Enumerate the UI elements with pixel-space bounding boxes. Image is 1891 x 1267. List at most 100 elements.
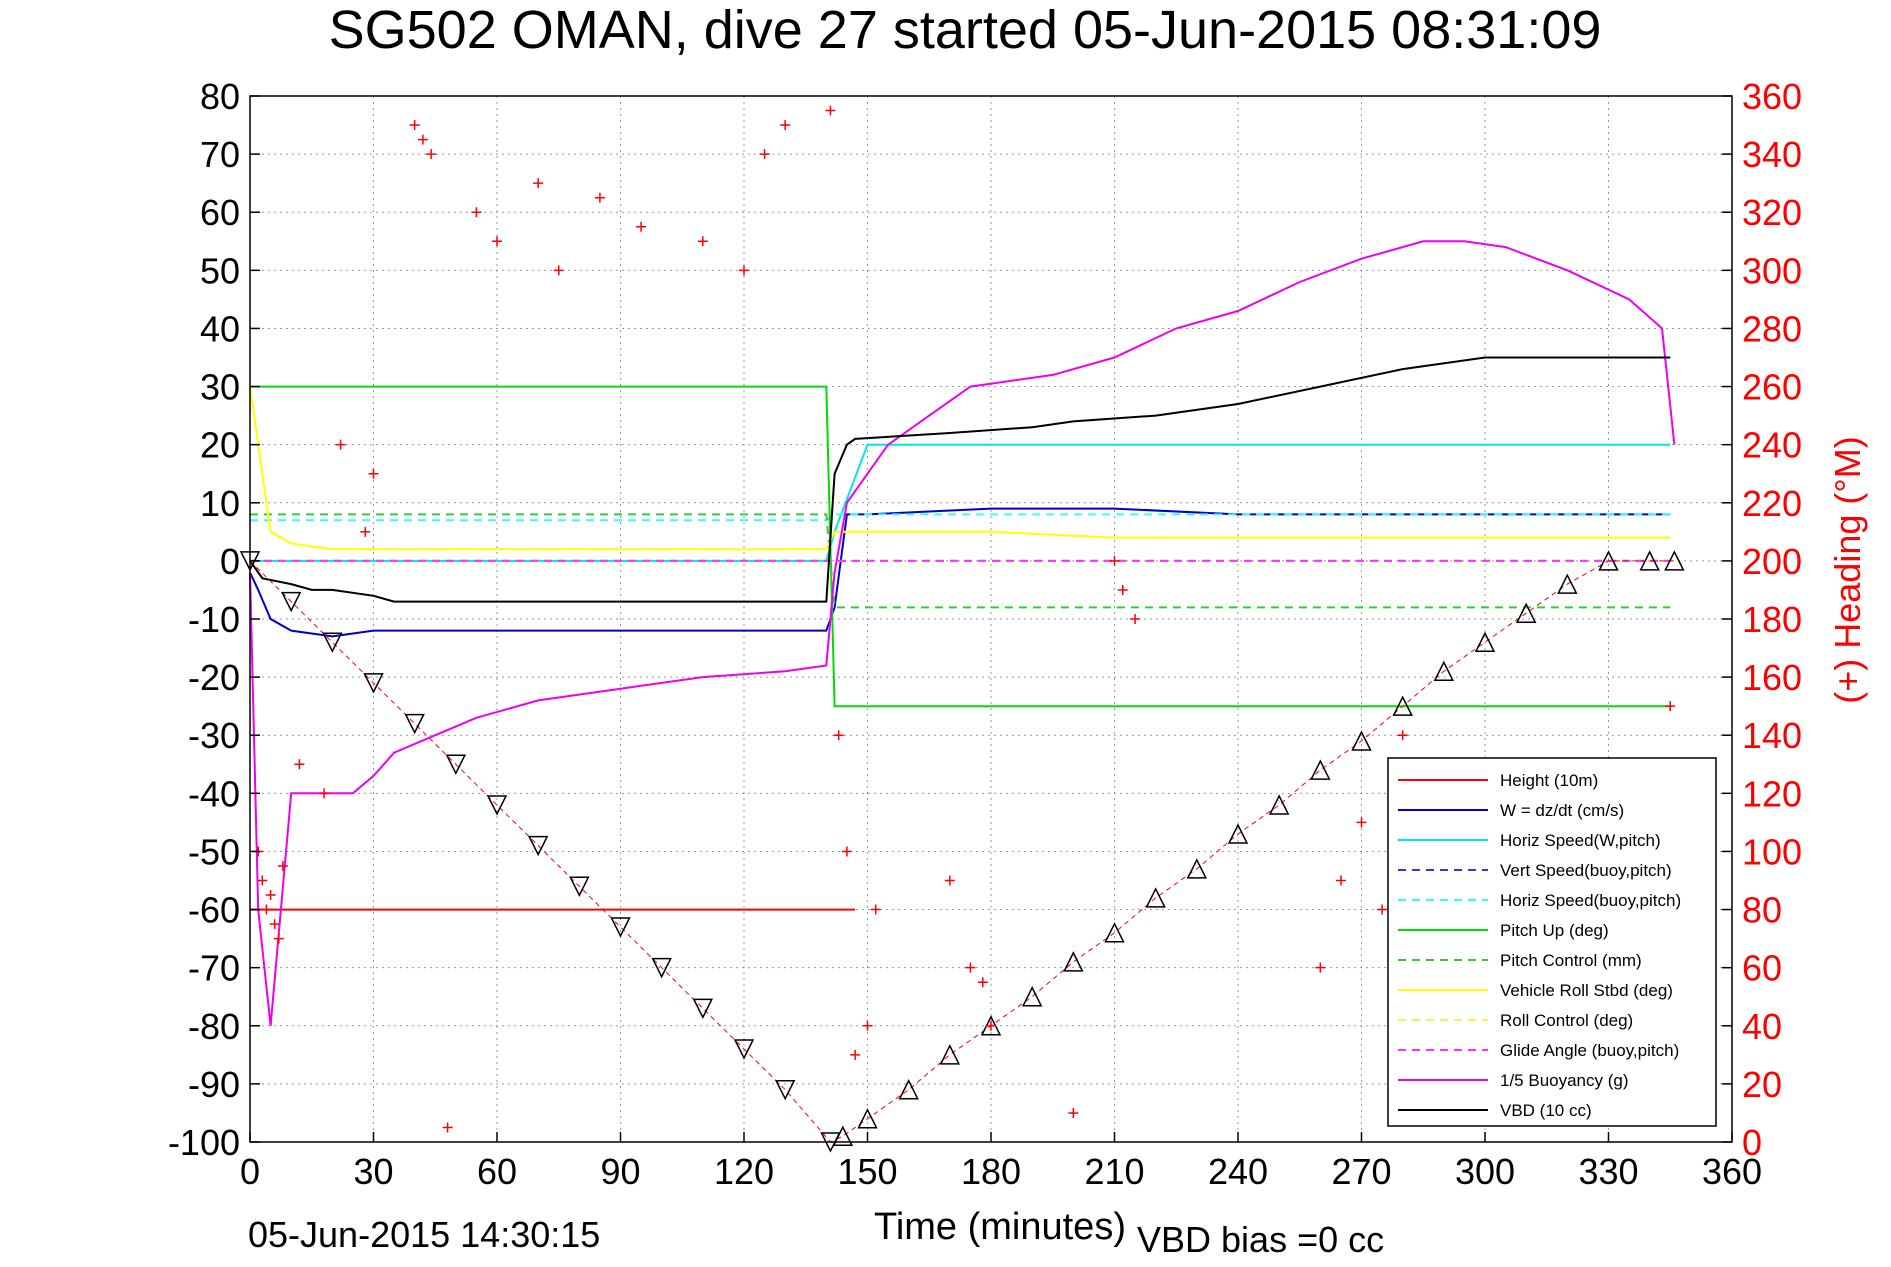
x-axis-label: Time (minutes) [874,1206,1126,1248]
legend-label: Pitch Up (deg) [1500,921,1609,940]
heading-point [442,1122,453,1133]
depth-marker [1557,573,1578,594]
depth-marker [1145,887,1166,908]
depth-marker [1433,660,1455,682]
y-tick-label: 20 [200,425,240,466]
x-tick-label: 120 [714,1151,774,1192]
y-right-tick-label: 180 [1742,599,1802,640]
y-right-tick-label: 320 [1742,192,1802,233]
heading-point [1356,817,1367,828]
legend-label: Vert Speed(buoy,pitch) [1500,861,1672,880]
depth-marker [1310,759,1331,780]
depth-trace [249,560,1675,1143]
legend: Height (10m) W = dz/dt (cm/s) Horiz Speed(… [1387,757,1717,1127]
heading-point [368,468,379,479]
heading-point [780,120,791,131]
y-right-tick-label: 220 [1742,483,1802,524]
y-right-tick-label: 100 [1742,831,1802,872]
heading-point [833,730,844,741]
x-tick-label: 180 [961,1151,1021,1192]
heading-point [594,192,605,203]
x-tick-label: 30 [353,1151,393,1192]
x-tick-label: 360 [1702,1151,1762,1192]
y-tick-label: -60 [188,890,240,931]
y-tick-label: -10 [188,599,240,640]
y-right-tick-label: 200 [1742,541,1802,582]
depth-marker [1664,550,1685,571]
x-tick-label: 330 [1578,1151,1638,1192]
depth-marker [1515,602,1537,623]
legend-label: Height (10m) [1500,771,1598,790]
heading-point [319,788,330,799]
heading-point [636,221,647,232]
legend-label: Horiz Speed(W,pitch) [1500,831,1661,850]
depth-marker [1227,823,1249,844]
heading-point [1109,555,1120,566]
depth-marker [610,917,631,938]
depth-marker [1474,631,1496,652]
y-right-tick-label: 280 [1742,308,1802,349]
depth-marker [1598,550,1619,571]
y-tick-label: -80 [188,1006,240,1047]
series-line-1 [249,507,1671,638]
heading-point [492,236,502,247]
y-tick-label: 40 [200,308,240,349]
depth-marker [404,713,425,735]
y-tick-label: -90 [188,1064,240,1105]
depth-marker [651,957,672,979]
y-tick-label: -40 [188,773,240,814]
depth-marker [1392,695,1413,716]
y-tick-label: -30 [188,715,240,756]
x-tick-label: 90 [600,1151,640,1192]
y-tick-label: -100 [168,1122,240,1163]
depth-marker [1268,794,1290,815]
heading-point [850,1049,861,1060]
depth-marker [527,835,549,857]
heading-point [471,207,482,218]
y-tick-label: 10 [200,483,240,524]
heading-point [417,134,428,145]
heading-point [1397,730,1408,741]
legend-label: Roll Control (deg) [1500,1011,1633,1030]
heading-point [986,1020,996,1031]
heading-point [1335,875,1346,886]
heading-point [277,860,288,871]
y-right-tick-label: 80 [1742,890,1782,931]
heading-point [870,904,881,915]
heading-point [739,265,749,276]
depth-marker [1186,858,1208,879]
depth-marker [486,795,508,816]
x-tick-label: 150 [837,1151,897,1192]
heading-point [426,149,437,160]
heading-point [273,933,284,944]
x-tick-label: 60 [477,1151,517,1192]
legend-box [1387,757,1717,1127]
y-right-tick-label: 140 [1742,715,1802,756]
legend-label: W = dz/dt (cm/s) [1500,801,1624,820]
heading-point [1068,1107,1079,1118]
depth-marker [1104,922,1125,943]
heading-point [841,846,852,857]
x-tick-label: 210 [1084,1151,1144,1192]
x-axis: 0 30 60 90 120 150 180 210 240 270 300 330 360 [240,1132,1762,1192]
heading-point [533,178,544,189]
y-tick-label: 0 [220,541,240,582]
chart-title: SG502 OMAN, dive 27 started 05-Jun-2015 … [329,0,1602,60]
y-right-tick-label: 40 [1742,1006,1782,1047]
heading-point [261,904,272,915]
x-tick-label: 300 [1455,1151,1515,1192]
depth-marker [280,591,302,613]
heading-point [269,919,280,930]
y-right-tick-label: 120 [1742,773,1802,814]
depth-marker [322,632,343,653]
depth-marker [857,1108,878,1129]
depth-marker [363,673,384,694]
y-right-tick-label: 240 [1742,425,1802,466]
depth-marker [569,876,590,897]
y-right-tick-label: 160 [1742,657,1802,698]
footer-timestamp: 05-Jun-2015 14:30:15 [248,1214,600,1255]
y-right-tick-label: 300 [1742,250,1802,291]
heading-point [294,759,305,770]
